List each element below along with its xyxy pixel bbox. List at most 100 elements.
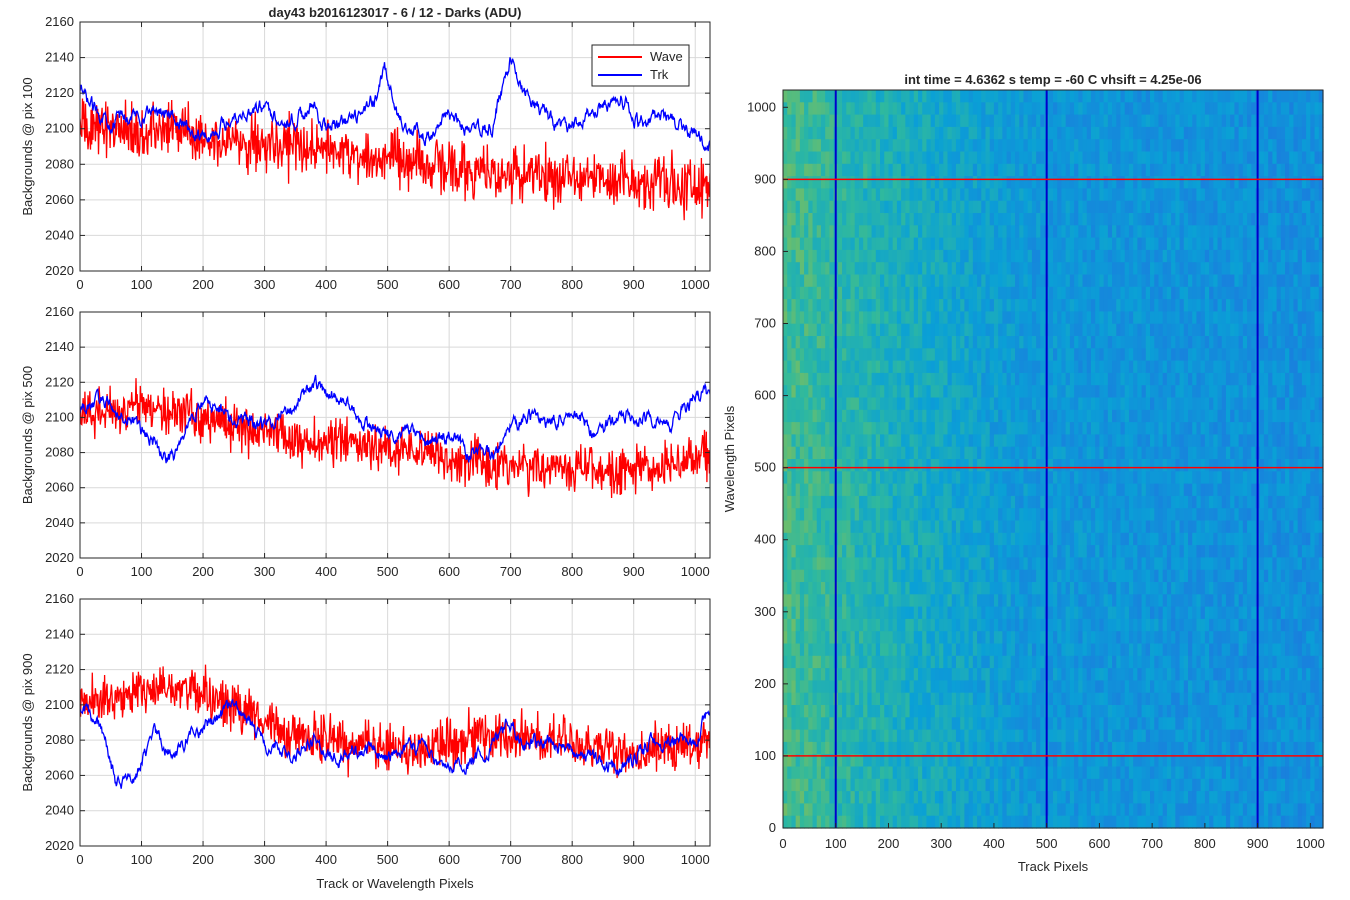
x-tick-label: 400 [315,564,337,579]
heatmap-title: int time = 4.6362 s temp = -60 C vhsift … [904,72,1201,87]
y-tick-label: 2080 [45,732,74,747]
x-tick-label: 500 [377,277,399,292]
x-tick-label: 700 [500,852,522,867]
x-tick-label: 600 [438,564,460,579]
y-axis-label-pix-900: Backgrounds @ pix 900 [20,653,35,791]
x-tick-label: 200 [192,277,214,292]
panel-pix-500: 0 100 200 300 400 500 600 700 800 900 1000 2020 2040… [20,304,711,579]
y-tick-label: 2160 [45,591,74,606]
x-tick-label: 300 [254,852,276,867]
heatmap-x-tick-label: 100 [825,836,847,851]
heatmap-y-tick-label: 0 [769,820,776,835]
panel-heatmap: int time = 4.6362 s temp = -60 C vhsift … [722,72,1325,874]
y-tick-label: 2040 [45,515,74,530]
x-tick-label: 1000 [681,852,710,867]
y-tick-label: 2160 [45,14,74,29]
heatmap-x-tick-label: 700 [1141,836,1163,851]
heatmap-y-tick-label: 700 [754,316,776,331]
heatmap-y-tick-label: 300 [754,604,776,619]
x-tick-label: 1000 [681,277,710,292]
y-tick-label: 2100 [45,409,74,424]
heatmap-y-axis-label: Wavelength Pixels [722,405,737,512]
y-tick-label: 2060 [45,192,74,207]
heatmap-y-tick-label: 1000 [747,99,776,114]
legend-label-wave: Wave [650,49,683,64]
y-tick-label: 2060 [45,767,74,782]
y-tick-label: 2120 [45,85,74,100]
x-tick-label: 1000 [681,564,710,579]
y-tick-label: 2060 [45,480,74,495]
x-tick-label: 300 [254,564,276,579]
heatmap-y-tick-label: 100 [754,748,776,763]
heatmap-y-tick-label: 500 [754,460,776,475]
y-tick-label: 2100 [45,697,74,712]
y-tick-label: 2140 [45,50,74,65]
heatmap-x-tick-label: 500 [1036,836,1058,851]
x-tick-label: 600 [438,852,460,867]
x-tick-label: 200 [192,852,214,867]
heatmap-y-tick-label: 400 [754,532,776,547]
legend: Wave Trk [591,44,690,87]
heatmap-y-tick-label: 800 [754,243,776,258]
x-tick-label: 800 [561,852,583,867]
y-tick-label: 2020 [45,550,74,565]
heatmap-x-tick-label: 0 [779,836,786,851]
panel-pix-100: 0 100 200 300 400 500 600 700 800 900 1000 2020 2040… [20,14,711,292]
y-tick-label: 2040 [45,227,74,242]
x-tick-label: 0 [76,277,83,292]
chart-title: day43 b2016123017 - 6 / 12 - Darks (ADU) [269,5,522,20]
series-line-trk [80,374,710,464]
series-line-wave [80,378,710,499]
series-line-trk [80,57,710,152]
panel-pix-900: 0 100 200 300 400 500 600 700 800 900 1000 2020 2040… [20,591,711,891]
y-tick-label: 2100 [45,121,74,136]
heatmap-image [783,90,1324,829]
x-tick-label: 900 [623,277,645,292]
x-tick-label: 100 [131,852,153,867]
x-tick-label: 200 [192,564,214,579]
y-tick-label: 2020 [45,263,74,278]
y-tick-label: 2040 [45,803,74,818]
heatmap-y-tick-label: 200 [754,676,776,691]
x-tick-label: 100 [131,564,153,579]
x-tick-label: 800 [561,564,583,579]
y-tick-label: 2080 [45,445,74,460]
heatmap-x-tick-label: 800 [1194,836,1216,851]
series-line-wave [80,98,710,221]
x-tick-label: 900 [623,852,645,867]
x-tick-label: 400 [315,852,337,867]
heatmap-x-tick-label: 300 [930,836,952,851]
heatmap-y-tick-label: 600 [754,388,776,403]
y-tick-label: 2140 [45,626,74,641]
x-tick-label: 700 [500,564,522,579]
x-tick-label: 800 [561,277,583,292]
y-tick-label: 2080 [45,156,74,171]
y-tick-label: 2120 [45,374,74,389]
y-tick-label: 2020 [45,838,74,853]
heatmap-x-tick-label: 200 [878,836,900,851]
heatmap-x-tick-label: 400 [983,836,1005,851]
y-axis-label-pix-100: Backgrounds @ pix 100 [20,77,35,215]
x-tick-label: 300 [254,277,276,292]
x-tick-label: 400 [315,277,337,292]
heatmap-x-tick-label: 600 [1089,836,1111,851]
x-tick-label: 0 [76,564,83,579]
legend-label-trk: Trk [650,67,669,82]
heatmap-x-tick-label: 900 [1247,836,1269,851]
y-tick-label: 2120 [45,662,74,677]
x-tick-label: 500 [377,852,399,867]
series-line-trk [80,698,710,789]
y-tick-label: 2140 [45,339,74,354]
y-tick-label: 2160 [45,304,74,319]
x-tick-label: 0 [76,852,83,867]
x-tick-label: 900 [623,564,645,579]
heatmap-x-axis-label: Track Pixels [1018,859,1089,874]
x-tick-label: 100 [131,277,153,292]
heatmap-y-tick-label: 900 [754,171,776,186]
heatmap-x-tick-label: 1000 [1296,836,1325,851]
x-tick-label: 700 [500,277,522,292]
y-axis-label-pix-500: Backgrounds @ pix 500 [20,366,35,504]
x-tick-label: 600 [438,277,460,292]
x-tick-label: 500 [377,564,399,579]
